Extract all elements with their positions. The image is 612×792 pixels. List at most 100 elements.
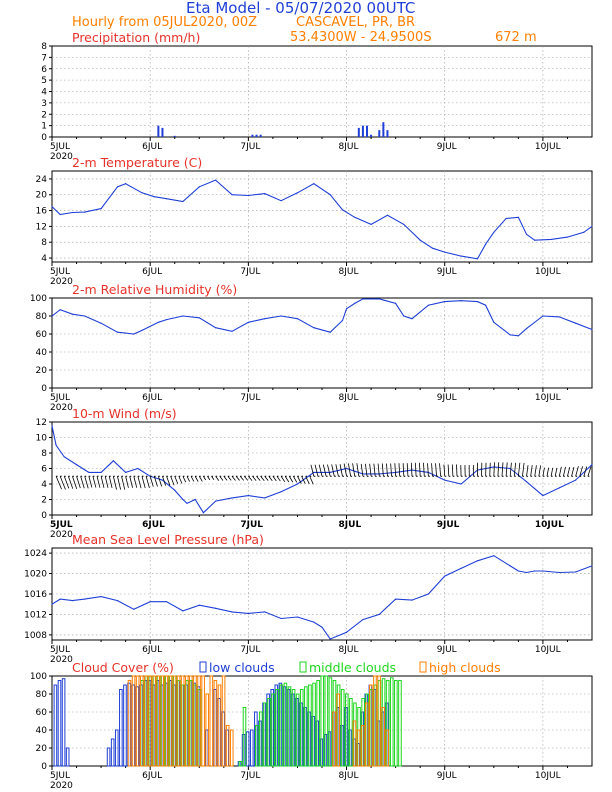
temperature-point (419, 239, 421, 241)
wind-barb (583, 466, 588, 477)
humidity-ytick-label: 60 (36, 330, 48, 340)
precipitation-bar (386, 130, 389, 137)
wind-barb (513, 462, 517, 477)
temperature-point (493, 231, 495, 233)
legend-label-0: low clouds (209, 660, 275, 675)
wind-point (112, 460, 114, 462)
cloud-bar-low-clouds (61, 678, 66, 767)
wind-barb (542, 467, 545, 477)
cloud-cover-year-label: 2020 (50, 781, 73, 791)
wind-barb (538, 465, 542, 477)
humidity-point (525, 328, 528, 330)
wind-barb (170, 476, 175, 486)
pressure-series-line (51, 555, 593, 640)
pressure-point (247, 612, 249, 615)
wind-point (444, 479, 446, 481)
wind-barb (414, 462, 417, 477)
wind-barb (100, 476, 105, 488)
temperature-frame (51, 170, 593, 263)
pressure-point (493, 555, 495, 557)
cloud-bar-high-clouds (356, 729, 361, 767)
cloud-bar-low-clouds (114, 729, 119, 767)
cloud-cover-xtick-label: 7JUL (240, 771, 260, 781)
cloud-bar-high-clouds (201, 675, 205, 767)
pressure-point (116, 600, 119, 602)
wind-barb (211, 476, 215, 480)
temperature-point (84, 211, 86, 213)
wind-point (264, 497, 266, 499)
wind-barb (318, 464, 323, 477)
humidity-ytick-label: 0 (41, 384, 47, 394)
precipitation-title: Precipitation (mm/h) (72, 30, 200, 45)
cloud-bar-middle-clouds (259, 711, 263, 767)
temperature-point (505, 217, 507, 220)
wind-barb (327, 464, 331, 477)
temperature-point (370, 223, 372, 226)
wind-barb (133, 476, 138, 488)
wind-ytick-label: 0 (41, 511, 47, 521)
temperature-xtick-label: 10JUL (535, 267, 561, 277)
wind-point (51, 425, 53, 427)
wind-barb (575, 466, 579, 477)
wind-barb (256, 475, 261, 481)
cloud-bar-low-clouds (245, 731, 250, 767)
wind-point (542, 495, 544, 497)
cloud-bar-high-clouds (213, 680, 218, 767)
wind-barb (112, 476, 117, 490)
wind-point (194, 498, 196, 501)
temperature-point (591, 225, 593, 227)
wind-point (186, 502, 188, 504)
precipitation-ytick-label: 7 (41, 53, 47, 63)
wind-point (174, 489, 176, 491)
wind-barb (501, 462, 504, 477)
wind-point (202, 512, 204, 514)
wind-barb (567, 466, 571, 477)
pressure-point (525, 571, 528, 574)
humidity-ytick-label: 40 (36, 348, 48, 358)
pressure-point (362, 618, 364, 621)
pressure-xtick-label: 9JUL (437, 645, 457, 655)
temperature-point (566, 236, 569, 238)
temperature-title: 2-m Temperature (C) (72, 155, 202, 170)
wind-barb (129, 476, 133, 488)
pressure-point (378, 613, 380, 616)
chart-title: Eta Model - 05/07/2020 00UTC (186, 0, 415, 17)
humidity-xtick-label: 5JUL (50, 393, 70, 403)
wind-barb (530, 465, 533, 477)
cloud-bar-high-clouds (148, 675, 152, 767)
wind-barb (186, 476, 191, 482)
wind-barb (272, 476, 277, 482)
cloud-bar-high-clouds (377, 675, 381, 767)
temperature-point (403, 223, 405, 226)
cloud-bar-middle-clouds (328, 677, 333, 767)
wind-barb (157, 476, 163, 487)
humidity-point (354, 302, 356, 304)
wind-barb (248, 475, 253, 481)
cloud-cover-xtick-label: 10JUL (535, 771, 561, 781)
cloud-bar-high-clouds (189, 675, 193, 767)
wind-barb (153, 476, 158, 487)
temperature-point (485, 243, 487, 245)
pressure-point (59, 598, 61, 600)
temperature-point (264, 192, 266, 195)
wind-barb (80, 476, 85, 489)
cloud-bar-middle-clouds (279, 684, 284, 767)
humidity-point (59, 309, 61, 311)
pressure-point (264, 611, 266, 613)
humidity-frame (51, 297, 593, 389)
cloud-bar-middle-clouds (389, 677, 394, 767)
wind-barb (331, 464, 335, 477)
precipitation-xtick-label: 9JUL (437, 142, 457, 152)
cloud-bar-high-clouds (139, 675, 144, 767)
precipitation-bar (361, 125, 364, 137)
precipitation-year-label: 2020 (50, 152, 73, 162)
wind-barb (288, 476, 294, 483)
wind-title: 10-m Wind (m/s) (72, 406, 177, 421)
temperature-point (100, 207, 102, 210)
cloud-cover-panel: 0 20 40 60 80 100 5JUL 6JUL 7JUL 8JUL 9JUL 10JUL 202… (30, 660, 593, 791)
wind-barb (451, 464, 454, 477)
temperature-point (431, 247, 434, 249)
precipitation-xtick-label: 5JUL (50, 142, 70, 152)
wind-barb (369, 463, 372, 477)
cloud-bar-middle-clouds (287, 686, 292, 767)
